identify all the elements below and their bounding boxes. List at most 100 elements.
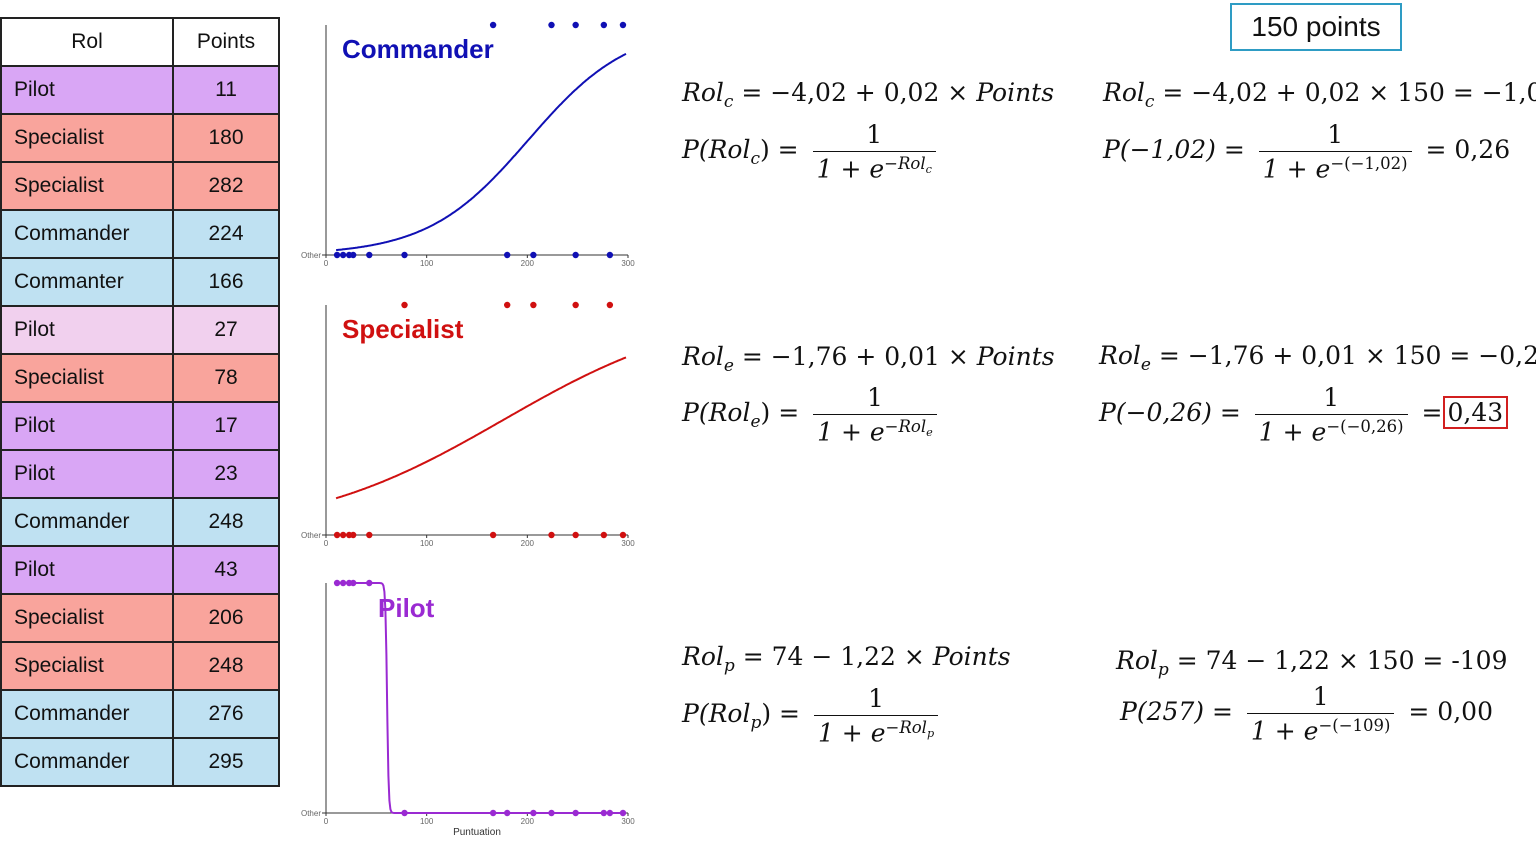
data-point-top [333,579,341,587]
data-point-bottom [339,531,347,539]
data-point-bottom [619,809,627,817]
data-point-bottom [401,251,408,259]
cell-points: 224 [172,209,280,259]
data-point-bottom [349,531,357,539]
table-row: Pilot 27 [0,305,280,355]
x-tick-label: 200 [521,817,535,826]
cell-rol: Commander [0,737,174,787]
cell-points: 276 [172,689,280,739]
cell-rol: Commanter [0,257,174,307]
data-point-bottom [366,251,373,259]
data-point-bottom [349,251,357,259]
x-tick-label: 200 [521,259,535,268]
data-point-bottom [504,809,511,817]
x-axis-label: Puntuation [453,827,501,838]
table-row: Commander 295 [0,737,280,787]
cell-points: 180 [172,113,280,163]
cell-points: 206 [172,593,280,643]
table-row: Specialist 282 [0,161,280,211]
x-tick-label: 300 [621,539,635,548]
eq-result: = 0,26 [1417,135,1511,165]
table-row: Pilot 11 [0,65,280,115]
cell-rol: Commander [0,689,174,739]
data-point-top [504,301,511,309]
table-row: Pilot 23 [0,449,280,499]
data-point-bottom [619,531,627,539]
data-point-bottom [548,809,555,817]
chart-title: Pilot [378,593,435,623]
data-point-bottom [489,531,497,539]
table-row: Specialist 206 [0,593,280,643]
data-point-bottom [489,809,497,817]
cell-points: 282 [172,161,280,211]
eq-sub: c [723,91,734,112]
cell-points: 23 [172,449,280,499]
data-point-bottom [366,531,373,539]
x-tick-label: 0 [324,539,329,548]
eq-calc: = −4,02 + 0,02 × 150 = −1,02 [1154,78,1536,107]
data-point-bottom [339,251,347,259]
data-point-top [619,21,627,29]
chart-title: Specialist [342,314,464,344]
specialist-calc-eq: Role = −1,76 + 0,01 × 150 = −0,26 [1099,341,1536,375]
data-point-bottom [572,251,579,259]
highlighted-result: 0,43 [1442,396,1509,430]
x-tick-label: 200 [521,539,535,548]
table-row: Commander 224 [0,209,280,259]
data-point-top [366,579,373,587]
table-row: Specialist 180 [0,113,280,163]
cell-points: 295 [172,737,280,787]
header-rol: Rol [0,17,174,67]
eq-rhs: = −4,02 + 0,02 × [733,78,977,107]
cell-rol: Specialist [0,161,174,211]
pilot-linear-eq: Rolp = 74 − 1,22 × Points [682,642,1011,676]
cell-rol: Commander [0,209,174,259]
table-row: Specialist 78 [0,353,280,403]
y-tick-label: Other [301,251,321,260]
data-point-top [530,301,537,309]
data-point-bottom [606,251,614,259]
cell-rol: Specialist [0,641,174,691]
data-point-bottom [606,809,614,817]
pilot-calc-eq: Rolp = 74 − 1,22 × 150 = -109 [1116,646,1508,680]
y-tick-label: Other [301,531,321,540]
rol-points-table: Rol Points Pilot 11 Specialist 180 Specialis… [0,17,280,787]
cell-rol: Specialist [0,113,174,163]
cell-rol: Pilot [0,401,174,451]
table-row: Pilot 17 [0,401,280,451]
cell-rol: Pilot [0,449,174,499]
data-point-bottom [530,809,537,817]
data-point-bottom [504,251,511,259]
data-point-bottom [401,809,408,817]
data-point-top [572,21,579,29]
table-row: Commander 276 [0,689,280,739]
table-row: Specialist 248 [0,641,280,691]
cell-points: 248 [172,641,280,691]
specialist-linear-eq: Role = −1,76 + 0,01 × Points [682,342,1055,376]
cell-points: 78 [172,353,280,403]
points-box: 150 points [1230,3,1402,51]
data-point-bottom [548,531,555,539]
x-tick-label: 0 [324,817,329,826]
commander-calc-eq: Rolc = −4,02 + 0,02 × 150 = −1,02 [1103,78,1536,112]
cell-rol: Pilot [0,305,174,355]
data-point-top [606,301,614,309]
logistic-curve [336,53,627,252]
data-point-top [600,21,608,29]
data-point-bottom [572,531,579,539]
logistic-curve [335,356,627,500]
commander-linear-eq: Rolc = −4,02 + 0,02 × Points [682,78,1054,112]
data-point-top [548,21,555,29]
y-tick-label: Other [301,809,321,818]
cell-rol: Commander [0,497,174,547]
eq-parg: P(−1,02) = [1103,135,1253,165]
data-point-top [489,21,497,29]
chart-title: Commander [342,34,494,64]
cell-points: 27 [172,305,280,355]
